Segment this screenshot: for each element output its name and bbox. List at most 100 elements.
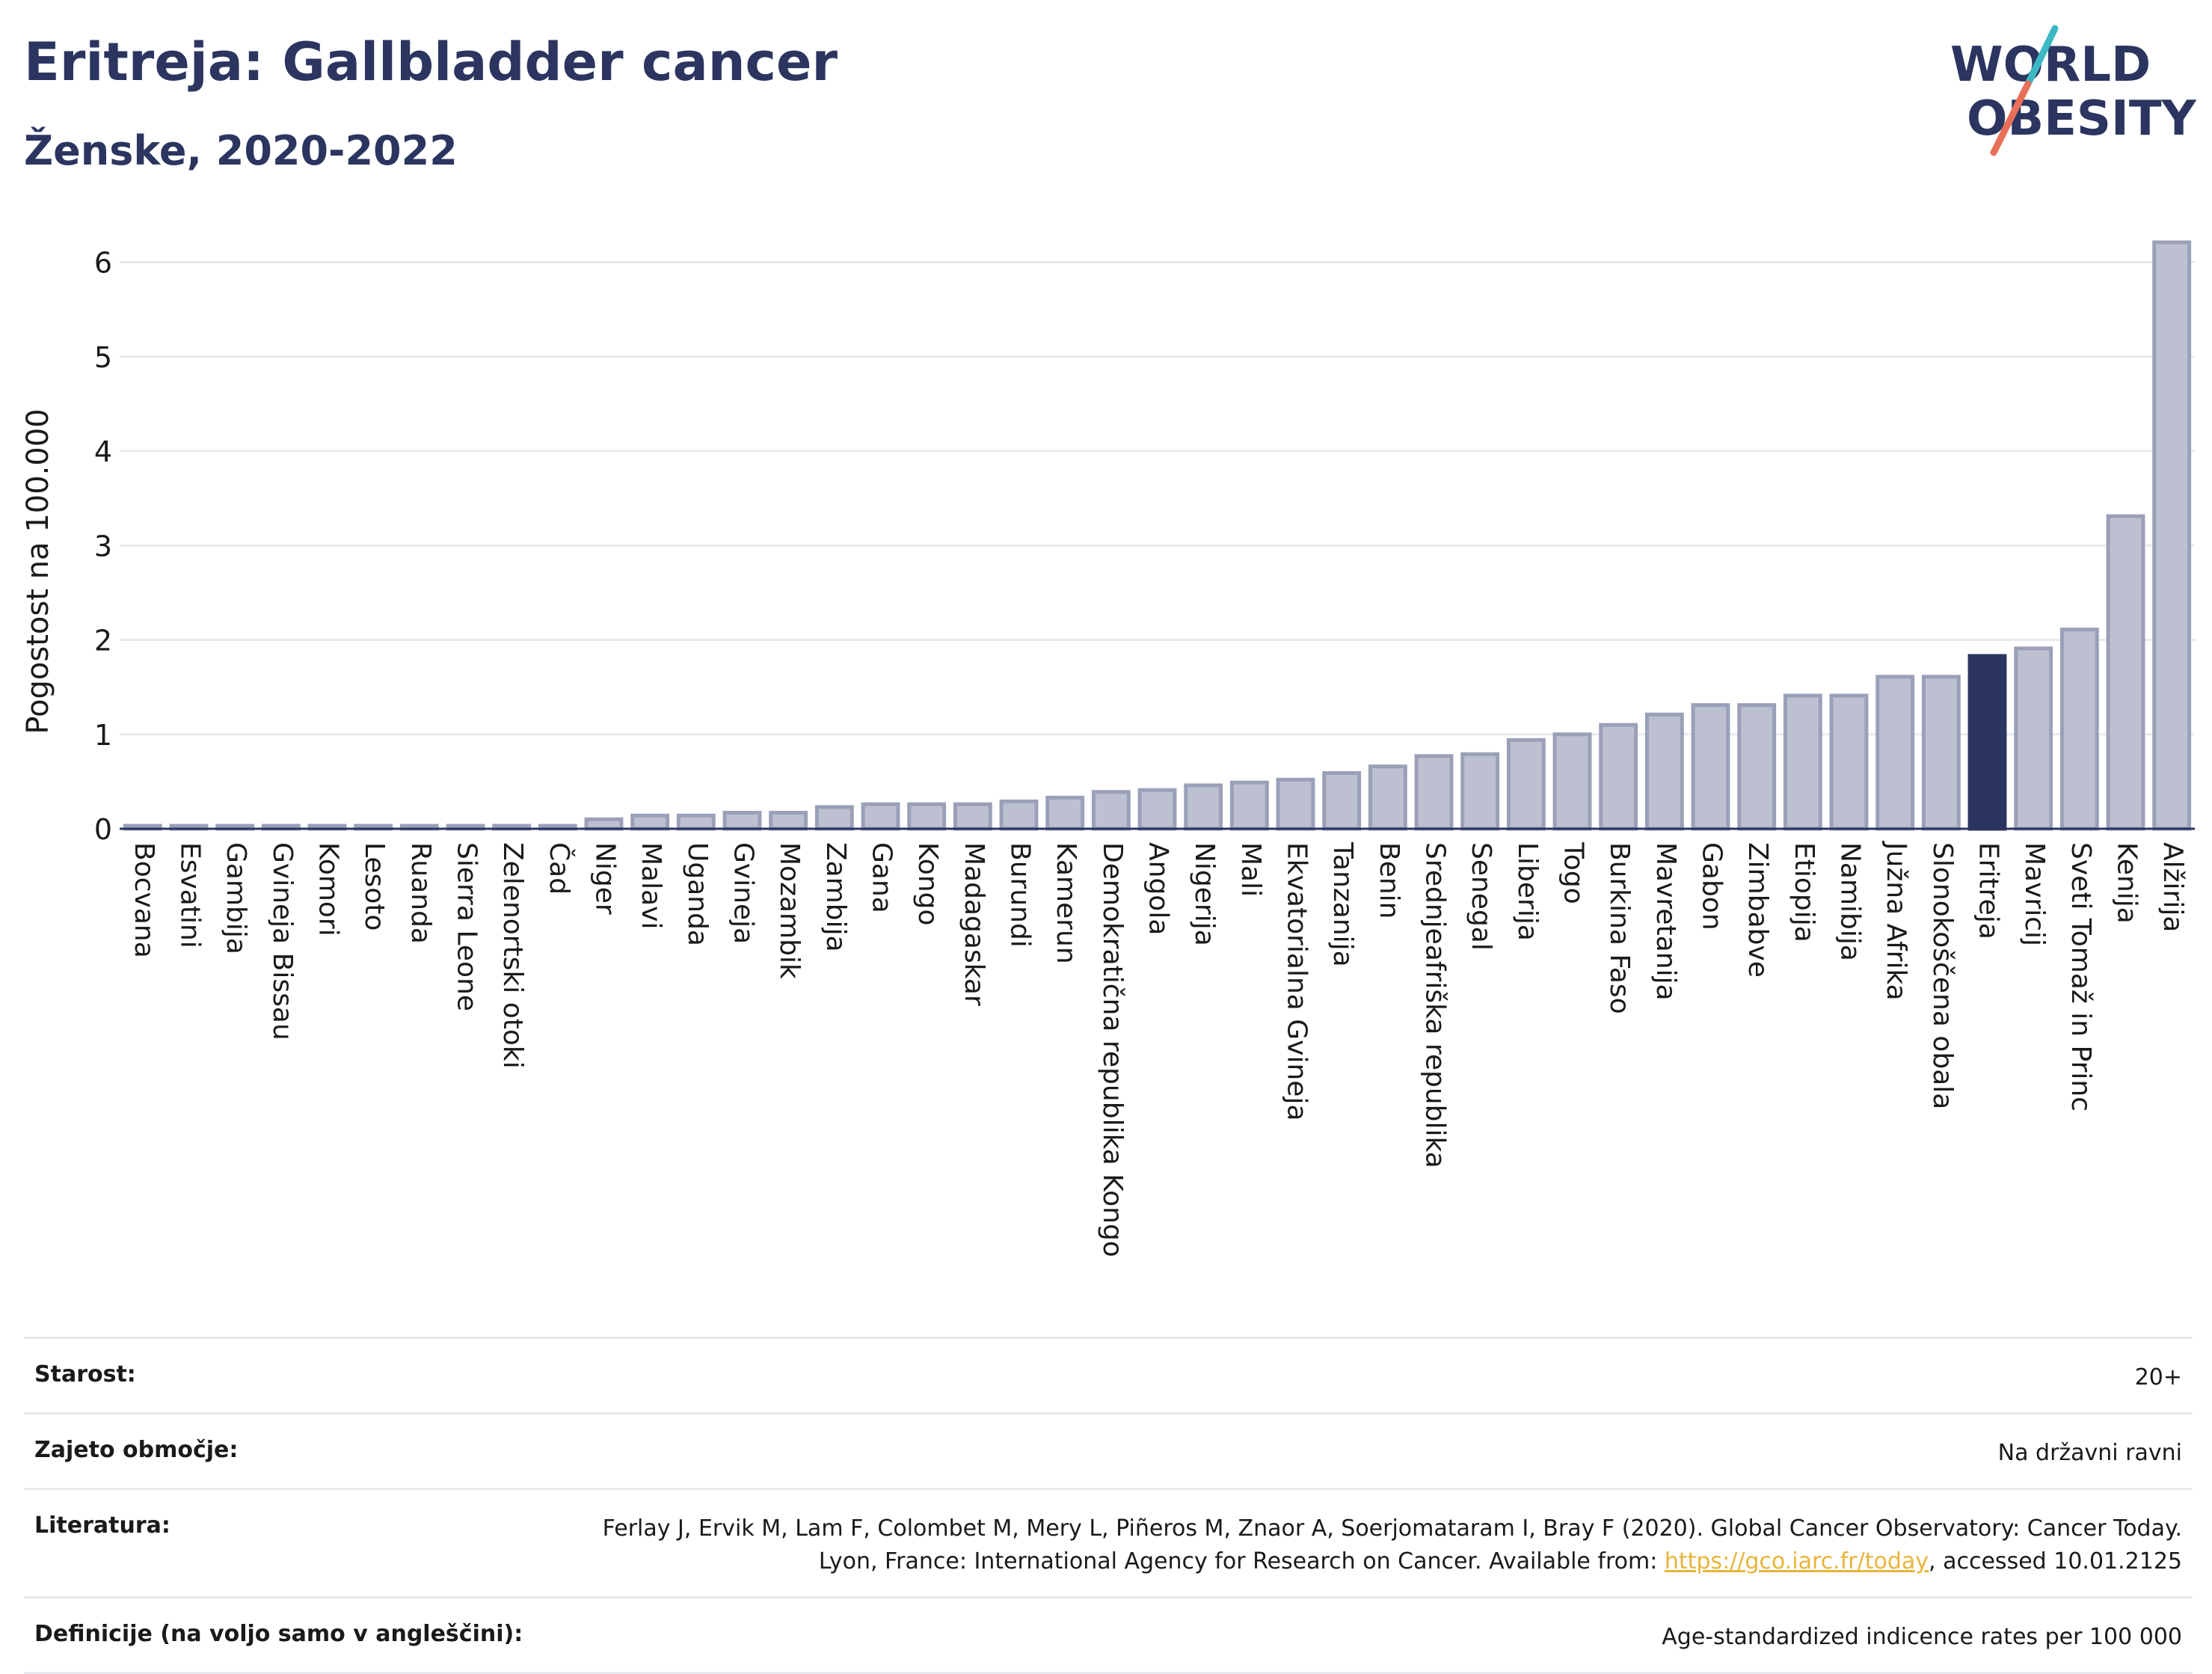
x-tick-label: Ekvatorialna Gvineja (1282, 842, 1312, 1121)
bar (584, 817, 624, 831)
bar (2106, 514, 2145, 831)
meta-row-reference: Literatura: Ferlay J, Ervik M, Lam F, Co… (24, 1488, 2193, 1596)
bar (1460, 752, 1500, 831)
bar (1091, 790, 1131, 831)
bars (123, 240, 2192, 831)
bar (722, 811, 762, 831)
x-tick-labels: Bocvana Esvatini Gambija Gvineja Bissau Komo… (129, 841, 2188, 1257)
bar-highlighted (1967, 654, 2007, 831)
x-tick-label: Madagaskar (959, 842, 989, 1006)
x-tick-label: Malavi (636, 842, 666, 930)
y-tick-label: 6 (94, 247, 112, 280)
world-obesity-logo: WORLD OBESITY (1950, 25, 2196, 156)
y-axis-label: Pogostost na 100.000 (21, 408, 55, 734)
bar (1322, 771, 1362, 831)
x-tick-label: Zimbabve (1742, 842, 1773, 978)
y-tick-labels: 0 1 2 3 4 5 6 (94, 247, 112, 847)
x-tick-label: Alžirija (2157, 842, 2188, 932)
x-tick-label: Srednjeafriška republika (1420, 842, 1451, 1168)
meta-row-definitions: Definicije (na voljo samo v angleščini):… (24, 1596, 2193, 1674)
x-tick-label: Kongo (912, 842, 943, 926)
x-tick-label: Čad (544, 842, 575, 895)
bar (1552, 732, 1592, 831)
bar (1599, 723, 1638, 831)
bar (1783, 693, 1822, 831)
x-tick-label: Esvatini (175, 842, 206, 948)
y-tick-label: 4 (94, 435, 112, 468)
x-tick-label: Burundi (1005, 842, 1036, 948)
x-tick-label: Gvineja (728, 842, 759, 944)
x-tick-label: Zelenortski otoki (497, 842, 528, 1069)
logo-text-obesity: OBESITY (1967, 91, 2196, 147)
x-tick-label: Zambija (820, 842, 851, 952)
bar (1276, 777, 1315, 831)
bar (1644, 712, 1684, 831)
x-tick-label: Niger (590, 842, 621, 915)
x-tick-label: Gvineja Bissau (267, 842, 298, 1040)
logo-slash-teal (2024, 25, 2059, 88)
area-value: Na državni ravni (1997, 1440, 2182, 1466)
x-tick-label: Mavricij (2019, 842, 2050, 946)
x-tick-label: Eritreja (1973, 842, 2004, 939)
x-tick-label: Kamerun (1051, 842, 1081, 964)
bar (676, 813, 716, 831)
x-tick-label: Demokratična republika Kongo (1097, 842, 1128, 1257)
x-tick-label: Ruanda (405, 842, 436, 944)
age-value: 20+ (2134, 1364, 2182, 1391)
x-tick-label: Lesoto (359, 842, 390, 931)
x-tick-label: Gana (867, 842, 897, 913)
reference-value: Ferlay J, Ervik M, Lam F, Colombet M, Me… (574, 1512, 2182, 1578)
grid-lines (120, 261, 2195, 736)
meta-row-area: Zajeto območje: Na državni ravni (24, 1412, 2193, 1488)
chart-title: Eritreja: Gallbladder cancer (24, 31, 838, 93)
x-tick-label: Mozambik (774, 842, 805, 979)
x-tick-label: Etiopija (1789, 842, 1819, 942)
bar (1414, 754, 1454, 831)
x-tick-label: Burkina Faso (1604, 842, 1635, 1014)
bar (1184, 783, 1223, 831)
x-tick-label: Slonokoščena obala (1927, 842, 1958, 1109)
bar (999, 799, 1039, 831)
x-tick-label: Sveti Tomaž in Princ (2065, 842, 2096, 1112)
bar (1506, 738, 1546, 831)
bar (1921, 675, 1961, 831)
x-tick-label: Uganda (682, 842, 713, 946)
bar (1691, 703, 1730, 831)
x-tick-label: Benin (1374, 842, 1404, 919)
x-tick-label: Komori (313, 842, 344, 936)
bar (1368, 764, 1407, 831)
y-tick-label: 3 (94, 530, 112, 562)
definitions-label: Definicije (na voljo samo v angleščini): (34, 1621, 523, 1647)
bar (861, 802, 900, 831)
x-tick-label: Bocvana (129, 842, 159, 958)
reference-tail: , accessed 10.01.2125 (1929, 1548, 2182, 1575)
x-tick-label: Angola (1143, 842, 1174, 935)
bar (1045, 795, 1085, 831)
bar (2014, 646, 2053, 831)
y-tick-label: 1 (94, 719, 112, 752)
area-label: Zajeto območje: (34, 1437, 239, 1463)
x-tick-label: Mali (1235, 842, 1266, 897)
x-tick-label: Nigerija (1189, 842, 1220, 946)
y-tick-label: 2 (94, 625, 112, 657)
x-tick-label: Sierra Leone (452, 842, 482, 1011)
bar (630, 813, 670, 831)
age-label: Starost: (34, 1361, 136, 1388)
x-tick-label: Južna Afrika (1881, 841, 1911, 1001)
chart-subtitle: Ženske, 2020-2022 (24, 127, 458, 174)
bar (907, 802, 947, 831)
bar (1829, 693, 1869, 831)
reference-link[interactable]: https://gco.iarc.fr/today (1664, 1548, 1929, 1575)
bar (2059, 628, 2099, 831)
logo-slash-coral (1990, 80, 2032, 156)
logo-text-world: WORLD (1950, 37, 2151, 93)
bar (1737, 703, 1777, 831)
y-tick-label: 0 (94, 813, 112, 846)
x-tick-label: Togo (1558, 841, 1589, 904)
x-tick-label: Mavretanija (1650, 842, 1681, 1001)
bar (769, 811, 808, 831)
x-tick-label: Kenija (2112, 842, 2142, 924)
definitions-value: Age-standardized indicence rates per 100… (1662, 1624, 2182, 1650)
reference-text: Ferlay J, Ervik M, Lam F, Colombet M, Me… (602, 1515, 2182, 1575)
x-tick-label: Namibija (1835, 842, 1866, 961)
